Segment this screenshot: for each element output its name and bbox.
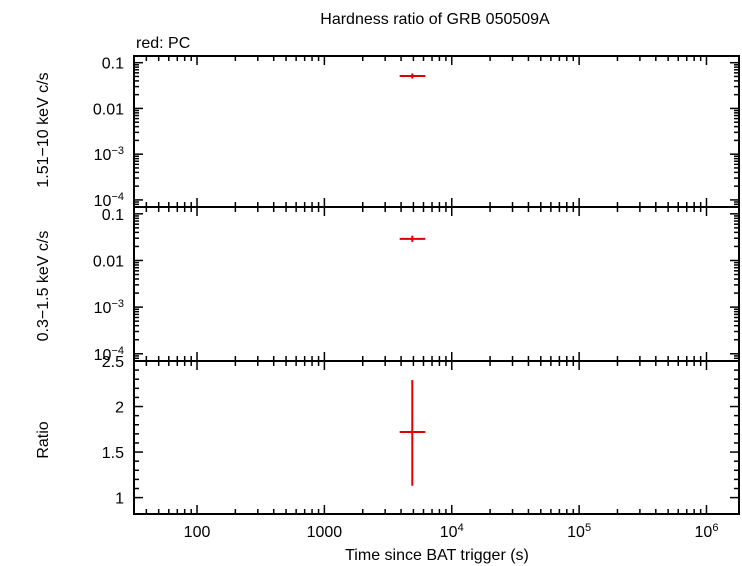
chart-title: Hardness ratio of GRB 050509A xyxy=(320,11,550,28)
ratio-ytick-label: 1.5 xyxy=(102,445,124,462)
x-tick-label: 105 xyxy=(567,522,591,541)
hard-ytick-label: 10−4 xyxy=(94,191,124,210)
soft-ytick-label: 10−4 xyxy=(94,345,124,364)
panel-ratio: 1 1.5 2 2.5 xyxy=(102,354,740,515)
x-axis-label: Time since BAT trigger (s) xyxy=(345,547,529,564)
hard-ytick-label: 0.1 xyxy=(102,56,124,73)
soft-ytick-label: 0.1 xyxy=(102,207,124,224)
hard-ytick-label: 10−3 xyxy=(94,145,124,164)
x-tick-label: 100 xyxy=(184,524,211,541)
soft-ytick-label: 0.01 xyxy=(93,253,124,270)
legend-label: red: PC xyxy=(136,35,190,52)
x-tick-label: 106 xyxy=(695,522,719,541)
x-tick-label: 104 xyxy=(440,522,464,541)
soft-ytick-label: 10−3 xyxy=(94,298,124,317)
panel-soft-y-label: 0.3−1.5 keV c/s xyxy=(35,231,52,342)
ratio-ytick-label: 2 xyxy=(115,400,124,417)
panel-hard: 0.1 0.01 10−3 10−4 xyxy=(93,55,740,210)
ratio-ytick-label: 1 xyxy=(115,491,124,508)
panel-hard-y-label: 1.51−10 keV c/s xyxy=(35,72,52,187)
panel-soft: 0.1 0.01 10−3 10−4 xyxy=(93,206,740,364)
ratio-ytick-label: 2.5 xyxy=(102,354,124,371)
hard-ytick-label: 0.01 xyxy=(93,101,124,118)
soft-frame xyxy=(133,206,740,362)
panel-ratio-y-label: Ratio xyxy=(35,421,52,458)
hard-frame xyxy=(133,55,740,208)
x-tick-label: 1000 xyxy=(307,524,343,541)
ratio-frame xyxy=(133,360,740,515)
